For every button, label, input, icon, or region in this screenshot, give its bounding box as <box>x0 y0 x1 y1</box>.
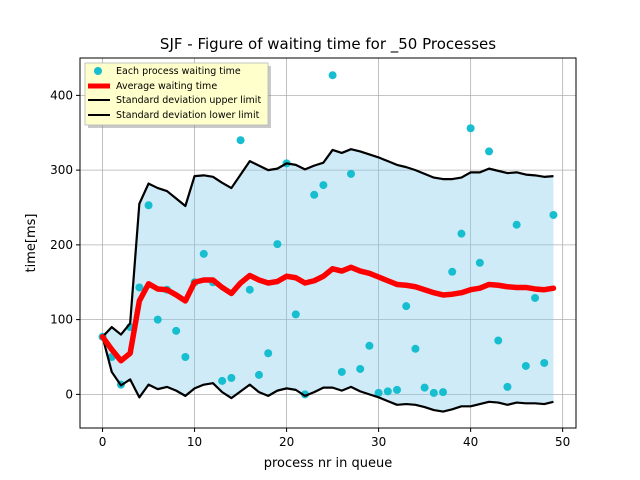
legend-label-average: Average waiting time <box>116 81 217 92</box>
data-point <box>245 285 254 294</box>
y-tick-label: 300 <box>50 163 73 177</box>
std-upper-line <box>101 148 554 338</box>
data-point <box>264 349 273 358</box>
legend-label-upper: Standard deviation upper limit <box>116 95 261 106</box>
data-point <box>374 388 383 397</box>
legend: Each process waiting time Average waitin… <box>84 62 271 128</box>
plot-frame <box>79 57 577 429</box>
y-tick-label: 400 <box>50 88 73 102</box>
data-point <box>383 387 392 396</box>
x-tick-label: 40 <box>463 435 478 449</box>
data-point <box>512 220 521 229</box>
data-point <box>411 344 420 353</box>
data-point <box>337 367 346 376</box>
data-point <box>365 341 374 350</box>
data-point <box>300 390 309 399</box>
y-tick-label: 0 <box>65 387 73 401</box>
data-point <box>485 147 494 156</box>
data-point <box>144 201 153 210</box>
data-point <box>494 336 503 345</box>
data-point <box>347 169 356 178</box>
legend-label-points: Each process waiting time <box>116 66 241 77</box>
data-point <box>429 388 438 397</box>
data-point <box>521 361 530 370</box>
std-lower-line <box>101 336 554 413</box>
x-tick-label: 50 <box>555 435 570 449</box>
data-point <box>310 190 319 199</box>
y-axis-ticks: 0 100 200 300 400 <box>50 88 80 401</box>
data-point <box>531 293 540 302</box>
x-axis-label: process nr in queue <box>264 456 393 471</box>
y-axis-label: time[ms] <box>24 214 39 273</box>
data-point <box>135 283 144 292</box>
legend-box <box>84 62 269 126</box>
x-tick-label: 10 <box>187 435 202 449</box>
data-point <box>227 373 236 382</box>
data-point <box>448 267 457 276</box>
data-point <box>218 376 227 385</box>
data-point <box>172 326 181 335</box>
data-point <box>319 181 328 190</box>
legend-point-marker <box>94 67 102 75</box>
data-point <box>199 249 208 258</box>
x-tick-label: 0 <box>99 435 107 449</box>
data-point <box>503 382 512 391</box>
data-point <box>273 240 282 249</box>
legend-label-lower: Standard deviation lower limit <box>116 110 260 121</box>
data-point <box>236 136 245 145</box>
data-point <box>291 310 300 319</box>
y-tick-label: 100 <box>50 313 73 327</box>
data-point <box>328 71 337 80</box>
y-tick-label: 200 <box>50 238 73 252</box>
x-tick-label: 20 <box>279 435 294 449</box>
data-point <box>457 229 466 238</box>
data-point <box>549 210 558 219</box>
average-line <box>99 264 557 364</box>
data-point <box>153 315 162 324</box>
data-point <box>402 302 411 311</box>
x-tick-label: 30 <box>371 435 386 449</box>
data-point <box>356 364 365 373</box>
data-point <box>540 358 549 367</box>
data-point <box>393 385 402 394</box>
x-axis-ticks: 0 10 20 30 40 50 <box>99 428 570 449</box>
std-band-fill <box>102 149 554 412</box>
data-point <box>439 388 448 397</box>
data-point <box>420 383 429 392</box>
data-point <box>181 352 190 361</box>
grid <box>80 58 576 428</box>
data-point <box>475 258 484 267</box>
data-point <box>466 124 475 133</box>
data-point <box>254 370 263 379</box>
chart-title: SJF - Figure of waiting time for _50 Pro… <box>160 35 496 54</box>
